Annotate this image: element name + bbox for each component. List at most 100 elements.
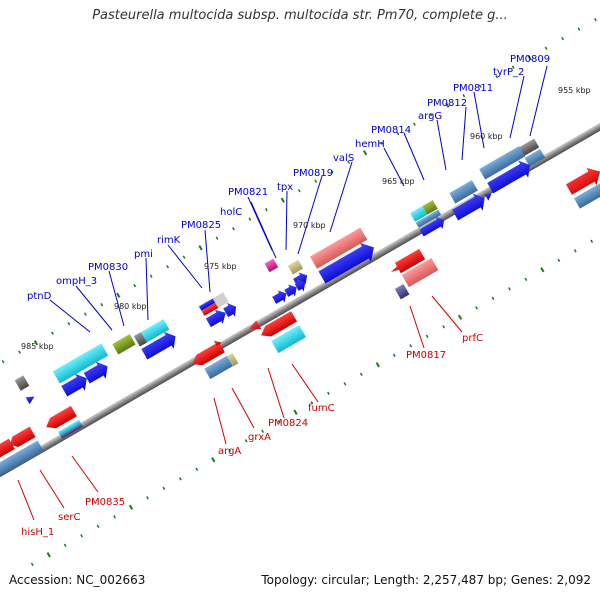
feature-tyrp2 xyxy=(479,146,531,194)
gene-label-holc[interactable]: holC xyxy=(220,207,242,218)
gene-label-pm0819[interactable]: PM0819 xyxy=(293,168,333,179)
tick-mark xyxy=(113,515,116,519)
tick-mark xyxy=(573,249,577,253)
tick-mark xyxy=(248,217,252,221)
gene-label-pm0821[interactable]: PM0821 xyxy=(228,187,268,198)
gene-label-argg[interactable]: argG xyxy=(418,111,442,122)
tick-mark xyxy=(359,372,363,376)
gene-label-pm0811[interactable]: PM0811 xyxy=(453,83,493,94)
tick-mark xyxy=(495,75,499,79)
gene-label-pm0825[interactable]: PM0825 xyxy=(181,220,221,231)
tick-mark xyxy=(133,284,137,288)
gene-label-grxa[interactable]: grxA xyxy=(248,432,271,443)
feature-omph3 xyxy=(52,343,109,397)
gene-label-hemh[interactable]: hemH xyxy=(355,139,385,150)
gene-label-pm0814[interactable]: PM0814 xyxy=(371,125,411,136)
tick-mark xyxy=(116,292,121,298)
bottom-strand-labels: prfC PM0817 fumC PM0824 grxA argA PM0835… xyxy=(21,333,483,538)
gene-label-pm0812[interactable]: PM0812 xyxy=(427,98,467,109)
feature-ptnd xyxy=(14,375,35,405)
gene-label-tyrp2[interactable]: tyrP_2 xyxy=(493,67,524,78)
tick-mark xyxy=(577,27,581,31)
feature-argg xyxy=(410,200,445,237)
feature-vals xyxy=(310,227,374,284)
feature-grxa xyxy=(213,340,239,367)
gene-label-pm0817[interactable]: PM0817 xyxy=(406,350,446,361)
gene-label-vals[interactable]: valS xyxy=(333,153,354,164)
feature-arga xyxy=(192,341,233,380)
tick-mark xyxy=(228,448,232,452)
leader-lines xyxy=(17,65,548,521)
gene-label-pm0824[interactable]: PM0824 xyxy=(268,418,308,429)
tick-mark xyxy=(508,287,511,291)
tick-mark xyxy=(1,360,5,364)
tick-mark xyxy=(445,102,450,108)
tick-mark xyxy=(80,534,84,538)
tick-mark xyxy=(594,18,597,22)
tick-mark xyxy=(264,208,268,212)
tick-mark xyxy=(330,170,334,174)
tick-mark xyxy=(396,132,400,136)
gene-label-pmi[interactable]: pmi xyxy=(134,249,153,260)
gene-label-ptnd[interactable]: ptnD xyxy=(27,291,52,302)
scale-label-985: 985 kbp xyxy=(21,342,54,351)
feature-serc-hish xyxy=(0,426,44,477)
tick-mark xyxy=(293,409,298,415)
gene-label-pm0830[interactable]: PM0830 xyxy=(88,262,128,273)
tick-mark xyxy=(297,189,301,193)
tick-mark xyxy=(33,340,39,346)
tick-mark xyxy=(67,322,71,326)
tick-mark xyxy=(30,562,34,566)
scale-label-960: 960 kbp xyxy=(470,132,503,141)
tick-mark xyxy=(362,150,368,156)
feature-pm0835 xyxy=(46,405,83,439)
tick-mark xyxy=(457,314,463,320)
tick-mark xyxy=(232,227,235,231)
tick-mark xyxy=(544,46,548,50)
gene-label-pm0835[interactable]: PM0835 xyxy=(85,497,125,508)
gene-label-pm0809[interactable]: PM0809 xyxy=(510,54,550,65)
tick-mark xyxy=(429,113,433,117)
tick-mark xyxy=(83,312,87,316)
feature-pm0817 xyxy=(394,284,410,300)
scale-label-980: 980 kbp xyxy=(114,302,147,311)
tick-mark xyxy=(327,391,330,395)
gene-label-tpx[interactable]: tpx xyxy=(277,182,293,193)
scale-label-975: 975 kbp xyxy=(204,262,237,271)
gene-label-hish1[interactable]: hisH_1 xyxy=(21,527,54,538)
tick-mark xyxy=(198,245,203,251)
gene-label-fumc[interactable]: fumC xyxy=(308,403,335,414)
tick-mark xyxy=(310,401,314,405)
tick-mark xyxy=(392,353,396,357)
tick-mark xyxy=(314,179,318,183)
tick-mark xyxy=(380,141,383,145)
tick-mark xyxy=(561,37,564,41)
tick-mark xyxy=(442,325,446,329)
tick-mark xyxy=(413,122,416,126)
feature-prfc xyxy=(390,248,439,288)
gene-label-omph3[interactable]: ompH_3 xyxy=(56,276,97,287)
tick-mark xyxy=(63,543,67,547)
gene-label-serc[interactable]: serC xyxy=(58,512,80,523)
tick-mark xyxy=(46,552,51,558)
top-strand-features xyxy=(14,138,600,405)
gene-label-prfc[interactable]: prfC xyxy=(462,333,483,344)
tick-mark xyxy=(146,496,149,500)
scale-label-955: 955 kbp xyxy=(558,86,591,95)
tick-mark xyxy=(51,331,54,335)
tick-mark xyxy=(211,457,216,463)
tick-mark xyxy=(462,94,466,98)
tick-mark xyxy=(478,84,482,88)
tick-mark xyxy=(149,274,153,278)
tick-mark xyxy=(524,277,528,281)
gene-label-rimk[interactable]: rimK xyxy=(157,235,181,246)
bottom-strand-features xyxy=(0,248,439,477)
tick-mark xyxy=(100,303,104,307)
genome-backbone-group xyxy=(0,86,600,514)
tick-mark xyxy=(347,160,351,164)
tick-mark xyxy=(18,350,21,354)
tick-mark xyxy=(511,65,515,69)
gene-label-arga[interactable]: argA xyxy=(218,446,241,457)
